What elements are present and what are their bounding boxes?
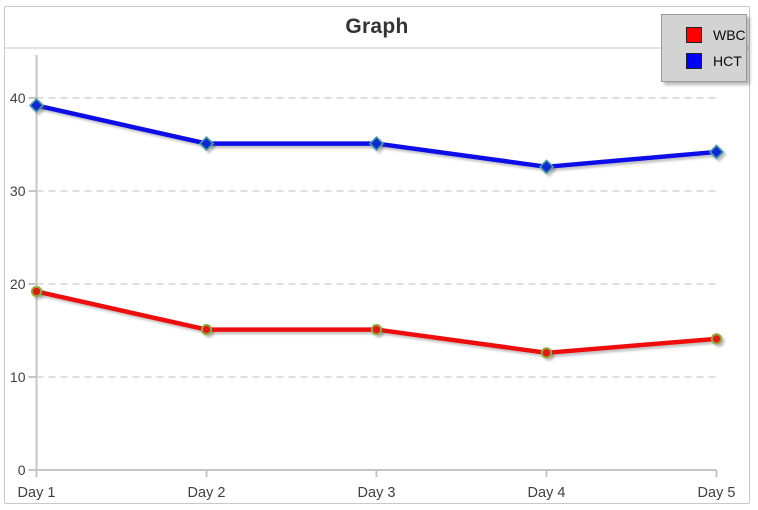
svg-text:20: 20: [10, 276, 26, 292]
legend-label-hct: HCT: [713, 53, 742, 69]
legend-item-wbc: WBC: [662, 22, 746, 48]
x-tick-labels: Day 1 Day 2 Day 3 Day 4 Day 5: [18, 485, 736, 501]
svg-text:30: 30: [10, 183, 26, 199]
svg-text:0: 0: [18, 462, 26, 478]
y-tick-labels: 0 10 20 30 40: [10, 90, 26, 478]
svg-text:Day 1: Day 1: [18, 485, 56, 501]
svg-text:Day 5: Day 5: [698, 485, 736, 501]
hct-markers: [28, 97, 725, 175]
y-gridlines: [36, 97, 717, 378]
legend: WBC HCT: [661, 14, 747, 82]
legend-item-hct: HCT: [662, 48, 742, 74]
legend-swatch-hct: [686, 53, 702, 69]
legend-swatch-wbc: [686, 27, 702, 43]
svg-text:Day 3: Day 3: [358, 485, 396, 501]
axes: [28, 55, 718, 477]
svg-text:Day 2: Day 2: [188, 485, 226, 501]
wbc-series-line: [34, 289, 719, 356]
svg-text:10: 10: [10, 369, 26, 385]
svg-text:40: 40: [10, 90, 26, 106]
chart-title: Graph: [345, 15, 409, 38]
chart-header: Graph: [5, 7, 749, 49]
svg-text:Day 4: Day 4: [528, 485, 566, 501]
legend-label-wbc: WBC: [713, 27, 746, 43]
chart-container: Graph WBC HCT: [4, 6, 750, 504]
wbc-markers: [30, 285, 723, 359]
